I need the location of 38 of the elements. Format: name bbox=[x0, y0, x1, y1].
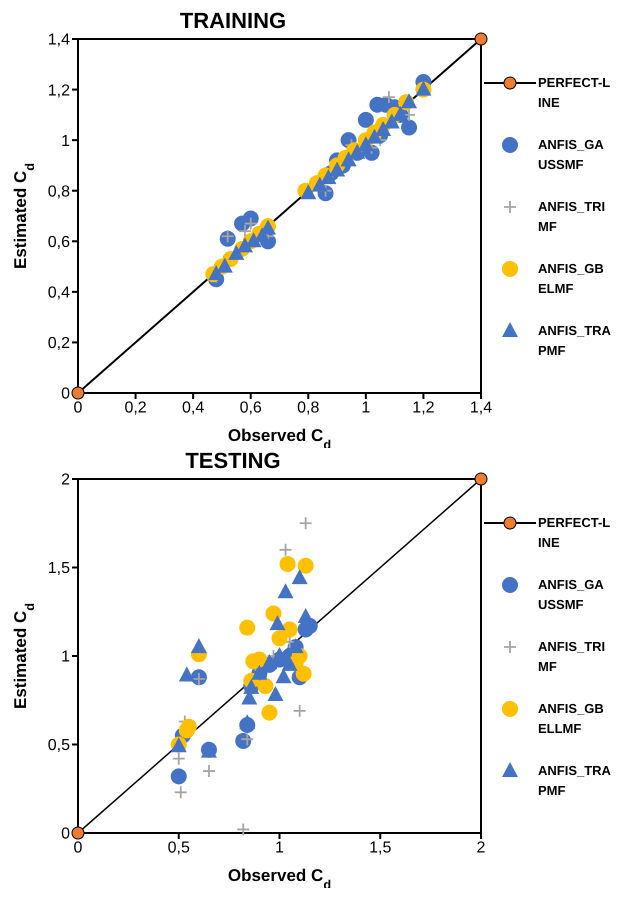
x-tick-label: 0 bbox=[74, 399, 83, 416]
x-tick-label: 1 bbox=[275, 839, 284, 856]
y-tick-label: 0,2 bbox=[48, 335, 70, 352]
y-tick-label: 0 bbox=[61, 386, 70, 403]
y-tick-label: 2 bbox=[61, 472, 70, 489]
legend-label: ANFIS_GBELMF bbox=[538, 260, 605, 298]
y-tick-label: 1,5 bbox=[48, 560, 70, 578]
y-tick-label: 1,4 bbox=[48, 32, 70, 49]
x-tick-label: 1,4 bbox=[470, 399, 492, 416]
y-tick-label: 0 bbox=[61, 826, 70, 843]
x-tick-label: 0 bbox=[74, 839, 83, 856]
x-tick-label: 0,6 bbox=[240, 399, 262, 416]
legend-label: PERFECT-LINE bbox=[538, 74, 612, 112]
x-tick-label: 0,2 bbox=[124, 399, 147, 416]
legend-label: ANFIS_TRIMF bbox=[538, 198, 606, 236]
y-tick-label: 0,6 bbox=[48, 234, 70, 251]
chart-title: TRAINING bbox=[180, 8, 286, 33]
x-tick-label: 0,5 bbox=[168, 839, 190, 856]
legend-label: ANFIS_TRIMF bbox=[538, 638, 606, 676]
legend-label: ANFIS_GAUSSMF bbox=[538, 136, 605, 174]
y-tick-label: 0,4 bbox=[48, 284, 70, 302]
y-tick-label: 0,5 bbox=[48, 737, 70, 754]
x-tick-label: 1 bbox=[361, 399, 370, 416]
y-tick-label: 0,8 bbox=[48, 183, 70, 200]
legend-label: ANFIS_TRAPMF bbox=[538, 322, 612, 360]
x-tick-label: 2 bbox=[476, 839, 486, 856]
chart-title: TESTING bbox=[185, 448, 281, 473]
y-tick-label: 1 bbox=[61, 648, 70, 666]
x-tick-label: 0,8 bbox=[297, 399, 320, 416]
x-tick-label: 1,2 bbox=[412, 399, 435, 416]
legend-label: PERFECT-LINE bbox=[538, 514, 612, 552]
y-tick-label: 1 bbox=[61, 132, 70, 150]
legend-label: ANFIS_GAUSSMF bbox=[538, 576, 605, 614]
legend-label: ANFIS_GBELLMF bbox=[538, 700, 605, 738]
x-tick-label: 0,4 bbox=[182, 399, 204, 416]
y-tick-label: 1,2 bbox=[48, 82, 70, 100]
x-tick-label: 1,5 bbox=[369, 839, 392, 856]
legend-label: ANFIS_TRAPMF bbox=[538, 762, 612, 800]
